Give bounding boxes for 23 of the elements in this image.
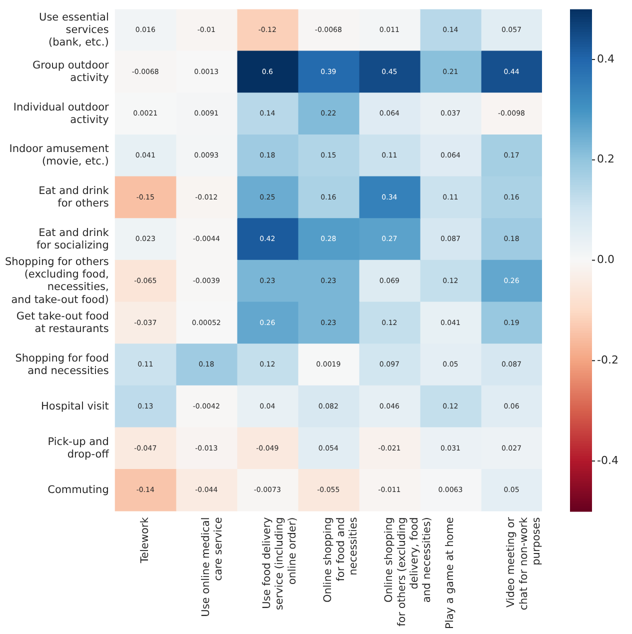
y-tick-label: Commuting [48,484,109,496]
y-tick-label: Shopping for others (excluding food, necessities, and take-out food) [4,256,109,306]
x-tick-label: Play a game at home [444,517,456,630]
color-bar-label: -0.4 [597,454,618,467]
x-tick-label: Telework [139,516,152,564]
x-tick-label: Use online medical care service [200,517,225,617]
color-bar-label: 0.2 [597,152,614,166]
y-tick-label: Eat and drink for others [38,184,110,210]
y-tick-label: Get take-out food at restaurants [16,310,109,336]
y-tick-label: Hospital visit [41,400,109,412]
y-tick-label: Individual outdoor activity [13,101,110,126]
color-bar-label: 0.0 [597,253,614,266]
color-bar-label: -0.2 [597,354,618,366]
y-tick-label: Eat and drink for socializing [36,226,110,252]
x-tick-label: Video meeting or chat for non-work purposes [505,516,542,610]
y-tick-label: Shopping for food and necessities [15,352,109,377]
color-bar-label: 0.4 [597,52,614,66]
y-tick-label: Pick-up and drop-off [48,436,110,461]
y-tick-label: Group outdoor activity [32,59,110,84]
x-tick-label: Use food delivery service (including online order) [261,517,298,610]
x-tick-label: Online shopping for others (excluding delivery, food and necessities) [383,517,433,626]
y-tick-label: Use essential services (bank, etc.) [39,11,109,49]
y-tick-label: Indoor amusement (movie, etc.) [9,143,109,168]
